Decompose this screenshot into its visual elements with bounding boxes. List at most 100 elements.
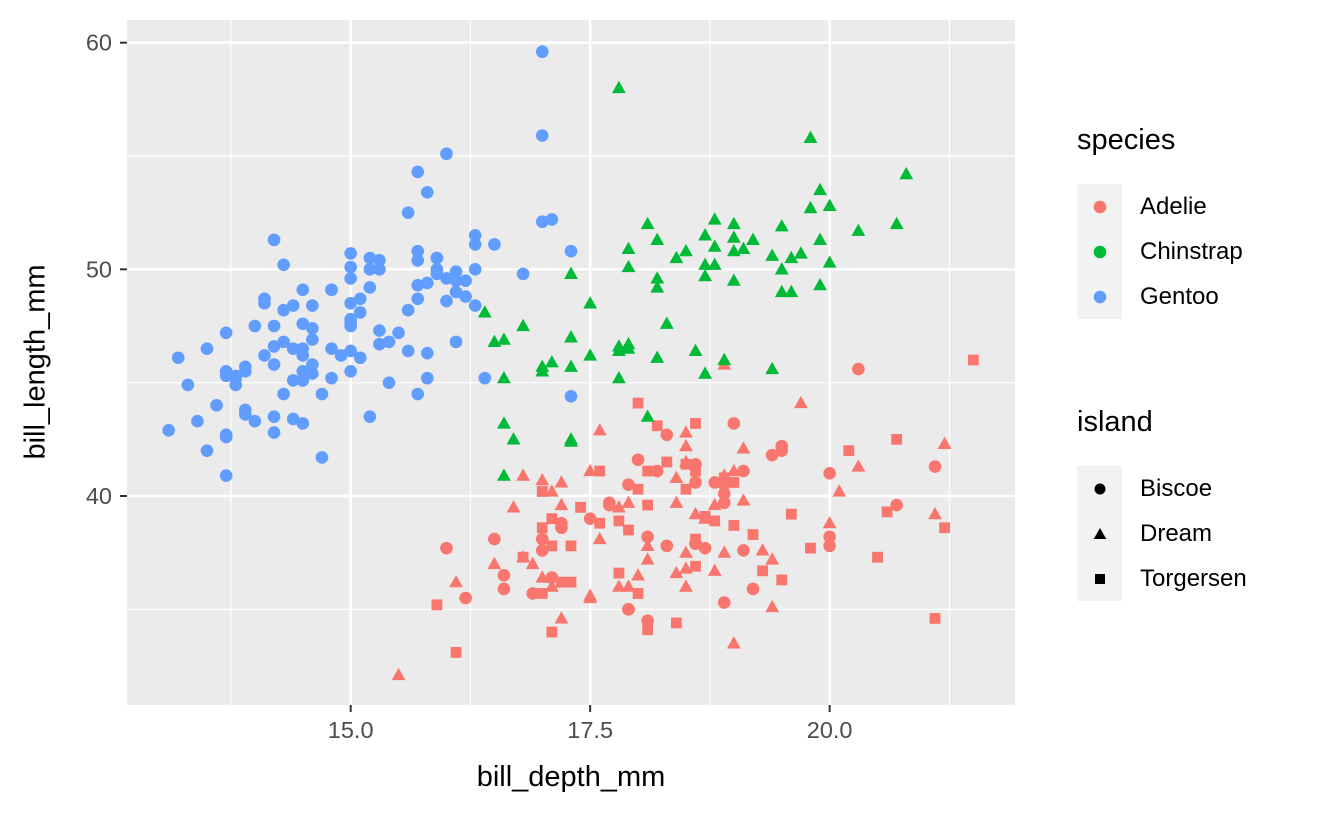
data-point-gentoo <box>200 444 214 457</box>
legend-item-chinstrap: Chinstrap <box>1077 229 1243 274</box>
data-point-chinstrap <box>669 250 684 264</box>
data-point-chinstrap <box>535 359 550 372</box>
data-point-chinstrap <box>717 352 732 366</box>
data-point-adelie <box>536 588 548 599</box>
data-point-adelie <box>611 579 626 592</box>
data-point-gentoo <box>210 399 223 412</box>
data-point-gentoo <box>267 410 281 423</box>
data-point-gentoo <box>315 451 329 464</box>
data-point-gentoo <box>430 267 444 281</box>
data-point-gentoo <box>392 326 405 340</box>
data-point-adelie <box>737 464 750 478</box>
data-point-chinstrap <box>774 284 789 298</box>
data-point-adelie <box>669 470 684 483</box>
data-point-adelie <box>642 465 654 477</box>
data-point-gentoo <box>344 260 357 274</box>
data-point-adelie <box>651 420 663 432</box>
data-point-gentoo <box>315 387 329 401</box>
data-point-gentoo <box>277 303 290 317</box>
data-point-chinstrap <box>784 250 799 264</box>
data-point-gentoo <box>535 129 549 142</box>
data-point-chinstrap <box>698 257 713 270</box>
data-point-chinstrap <box>813 182 827 196</box>
data-point-adelie <box>611 500 626 513</box>
data-point-chinstrap <box>621 259 636 273</box>
data-point-chinstrap <box>746 232 760 245</box>
data-point-adelie <box>736 441 751 454</box>
data-point-chinstrap <box>899 166 914 180</box>
data-point-gentoo <box>353 306 367 319</box>
data-point-chinstrap <box>794 246 808 259</box>
data-point-adelie <box>526 587 539 600</box>
species-legend-title: species <box>1077 124 1176 156</box>
data-point-adelie <box>747 529 759 540</box>
data-point-chinstrap <box>487 334 502 347</box>
data-point-adelie <box>592 423 607 436</box>
data-point-gentoo <box>488 238 501 251</box>
data-point-gentoo <box>401 206 415 219</box>
island-legend-title: island <box>1077 406 1153 438</box>
data-point-gentoo <box>334 349 348 362</box>
data-point-adelie <box>497 582 511 596</box>
data-point-chinstrap <box>784 284 799 298</box>
data-point-gentoo <box>564 244 578 258</box>
data-point-gentoo <box>286 412 300 426</box>
data-point-gentoo <box>267 340 281 353</box>
data-point-adelie <box>623 524 634 536</box>
data-point-adelie <box>565 540 577 552</box>
data-point-gentoo <box>382 335 396 349</box>
data-point-adelie <box>728 520 740 531</box>
legend-item-gentoo: Gentoo <box>1077 274 1243 319</box>
data-point-adelie <box>690 560 701 572</box>
data-point-adelie <box>679 545 693 558</box>
data-point-chinstrap <box>621 241 636 255</box>
data-point-adelie <box>613 567 625 579</box>
data-point-adelie <box>391 667 406 681</box>
data-point-gentoo <box>363 281 377 294</box>
data-point-adelie <box>535 544 549 557</box>
data-point-adelie <box>640 552 655 565</box>
data-point-adelie <box>726 636 741 649</box>
data-point-adelie <box>690 418 701 429</box>
data-point-adelie <box>536 522 548 534</box>
data-point-adelie <box>544 484 559 497</box>
data-point-adelie <box>516 468 531 481</box>
data-point-gentoo <box>535 215 549 229</box>
data-point-gentoo <box>219 469 233 482</box>
data-point-adelie <box>881 506 893 518</box>
data-point-adelie <box>642 624 654 636</box>
data-point-gentoo <box>296 365 310 378</box>
data-point-adelie <box>583 463 598 477</box>
data-point-adelie <box>555 521 568 535</box>
data-point-chinstrap <box>851 223 866 236</box>
data-point-gentoo <box>296 417 310 430</box>
data-point-adelie <box>650 464 664 478</box>
data-point-gentoo <box>401 344 415 358</box>
data-point-chinstrap <box>583 296 598 309</box>
data-point-adelie <box>727 417 741 430</box>
data-point-chinstrap <box>611 80 626 94</box>
data-point-adelie <box>939 522 950 534</box>
legend-item-torgersen: Torgersen <box>1077 556 1247 601</box>
data-point-adelie <box>755 543 770 556</box>
data-point-adelie <box>891 433 903 445</box>
data-point-chinstrap <box>583 348 598 361</box>
data-point-gentoo <box>449 335 463 349</box>
data-point-adelie <box>487 556 502 570</box>
data-point-gentoo <box>421 371 434 385</box>
data-point-gentoo <box>181 378 195 392</box>
data-point-gentoo <box>449 274 463 287</box>
data-point-adelie <box>736 493 751 506</box>
data-point-gentoo <box>171 351 185 365</box>
data-point-adelie <box>631 453 645 467</box>
data-point-adelie <box>928 506 942 520</box>
legend-item-biscoe: Biscoe <box>1077 466 1247 511</box>
data-point-adelie <box>449 574 463 588</box>
circle-shape-icon <box>1094 483 1105 494</box>
data-point-adelie <box>851 459 866 472</box>
data-point-adelie <box>689 537 702 550</box>
data-point-gentoo <box>449 265 463 278</box>
data-point-chinstrap <box>611 370 626 384</box>
data-point-gentoo <box>344 365 357 378</box>
data-point-gentoo <box>267 233 281 247</box>
